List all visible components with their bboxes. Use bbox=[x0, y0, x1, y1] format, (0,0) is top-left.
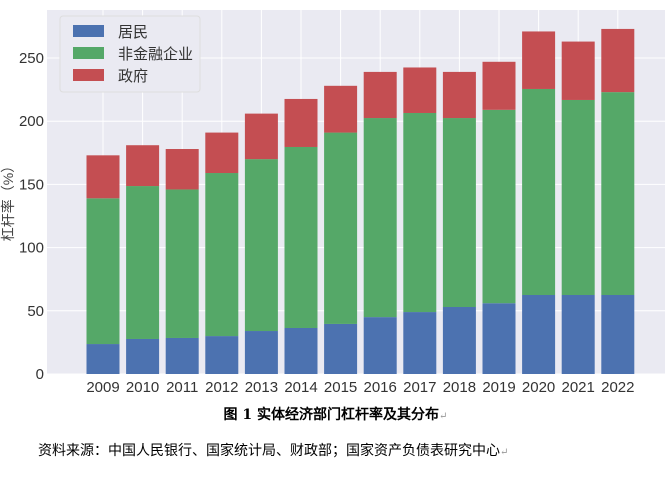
x-tick-label: 2016 bbox=[364, 379, 397, 396]
return-mark: ↵ bbox=[500, 447, 509, 458]
bar-segment bbox=[363, 317, 397, 374]
bar-segment bbox=[205, 132, 239, 174]
x-tick-label: 2009 bbox=[86, 379, 119, 396]
bar-segment bbox=[561, 295, 595, 374]
legend-label: 居民 bbox=[118, 24, 148, 41]
bar-segment bbox=[284, 98, 318, 147]
bar-segment bbox=[284, 146, 318, 328]
x-tick-label: 2020 bbox=[522, 379, 555, 396]
bar-segment bbox=[522, 88, 556, 295]
legend-label: 政府 bbox=[118, 68, 148, 85]
x-tick-label: 2017 bbox=[403, 379, 436, 396]
bar-segment bbox=[205, 173, 239, 337]
bar-segment bbox=[482, 303, 516, 374]
bar-segment bbox=[205, 336, 239, 374]
bar-segment bbox=[86, 344, 120, 374]
bar-segment bbox=[165, 149, 199, 190]
bar-segment bbox=[522, 31, 556, 89]
bar-segment bbox=[442, 118, 476, 308]
bar-segment bbox=[363, 71, 397, 119]
source-text: 资料来源：中国人民银行、国家统计局、财政部；国家资产负债表研究中心 bbox=[38, 443, 500, 459]
x-tick-label: 2018 bbox=[443, 379, 476, 396]
bar-segment bbox=[601, 295, 635, 374]
bar-segment bbox=[482, 61, 516, 110]
legend-label: 非金融企业 bbox=[118, 45, 193, 63]
bar-segment bbox=[522, 295, 556, 374]
bar-segment bbox=[363, 118, 397, 318]
bar-segment bbox=[324, 323, 358, 374]
x-tick-label: 2019 bbox=[482, 379, 515, 396]
x-tick-label: 2021 bbox=[562, 379, 595, 396]
bar-segment bbox=[442, 71, 476, 119]
bar-segment bbox=[324, 85, 358, 133]
bar-segment bbox=[403, 67, 437, 113]
bar-segment bbox=[126, 338, 160, 374]
bar-segment bbox=[126, 186, 160, 339]
y-tick-label: 150 bbox=[19, 176, 44, 193]
bar-segment bbox=[126, 145, 160, 187]
bar-segment bbox=[244, 331, 278, 374]
x-tick-label: 2011 bbox=[166, 379, 198, 396]
bar-segment bbox=[601, 28, 635, 93]
caption-title: 图 1 实体经济部门杠杆率及其分布 bbox=[223, 407, 440, 423]
bar-segment bbox=[284, 327, 318, 374]
bar-segment bbox=[442, 307, 476, 374]
x-tick-label: 2014 bbox=[284, 379, 317, 396]
legend-swatch bbox=[73, 47, 104, 59]
y-tick-label: 0 bbox=[36, 366, 44, 383]
legend-swatch bbox=[73, 69, 104, 81]
bar-segment bbox=[561, 99, 595, 295]
x-tick-label: 2022 bbox=[601, 379, 634, 396]
x-tick-label: 2015 bbox=[324, 379, 357, 396]
y-axis-label: 杠杆率（%） bbox=[0, 159, 16, 241]
bar-segment bbox=[244, 159, 278, 332]
x-tick-label: 2012 bbox=[205, 379, 238, 396]
x-tick-label: 2010 bbox=[126, 379, 159, 396]
source-note: 资料来源：中国人民银行、国家统计局、财政部；国家资产负债表研究中心↵ bbox=[38, 440, 508, 460]
x-tick-label: 2013 bbox=[245, 379, 278, 396]
legend-swatch bbox=[73, 25, 104, 37]
bar-segment bbox=[165, 189, 199, 338]
return-mark: ↵ bbox=[439, 411, 448, 422]
bar-segment bbox=[601, 92, 635, 296]
bar-segment bbox=[403, 312, 437, 374]
figure-caption: 图 1 实体经济部门杠杆率及其分布↵ bbox=[0, 404, 671, 424]
bar-segment bbox=[324, 132, 358, 324]
bar-segment bbox=[244, 113, 278, 160]
y-tick-label: 250 bbox=[19, 50, 44, 67]
bar-segment bbox=[86, 155, 120, 199]
bar-segment bbox=[482, 109, 516, 304]
bar-segment bbox=[561, 41, 595, 100]
y-tick-label: 50 bbox=[27, 303, 44, 320]
bar-segment bbox=[86, 198, 120, 345]
stacked-bar-chart: 0 50 100 150 200 250 2009 2010 2011 2012 2013 2014 2… bbox=[0, 10, 665, 396]
bar-segment bbox=[165, 337, 199, 374]
y-tick-label: 100 bbox=[19, 240, 44, 257]
bar-segment bbox=[403, 112, 437, 313]
y-tick-label: 200 bbox=[19, 113, 44, 130]
